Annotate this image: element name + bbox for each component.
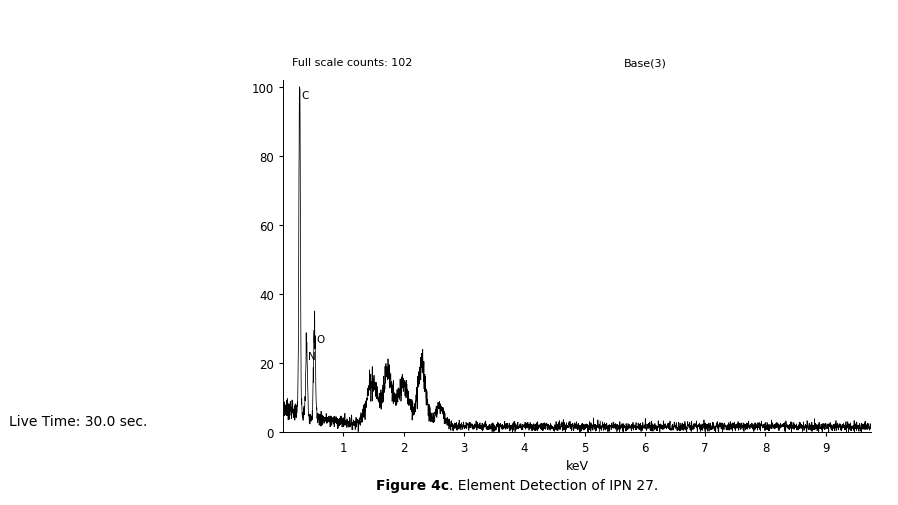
Text: Full scale counts: 102: Full scale counts: 102 xyxy=(292,58,412,68)
Text: Figure 4c: Figure 4c xyxy=(376,478,449,492)
X-axis label: keV: keV xyxy=(566,460,588,472)
Text: N: N xyxy=(308,351,316,361)
Text: Live Time: 30.0 sec.: Live Time: 30.0 sec. xyxy=(9,414,147,428)
Text: C: C xyxy=(301,91,309,101)
Text: . Element Detection of IPN 27.: . Element Detection of IPN 27. xyxy=(449,478,658,492)
Text: O: O xyxy=(316,334,324,344)
Text: Base(3): Base(3) xyxy=(624,58,667,68)
